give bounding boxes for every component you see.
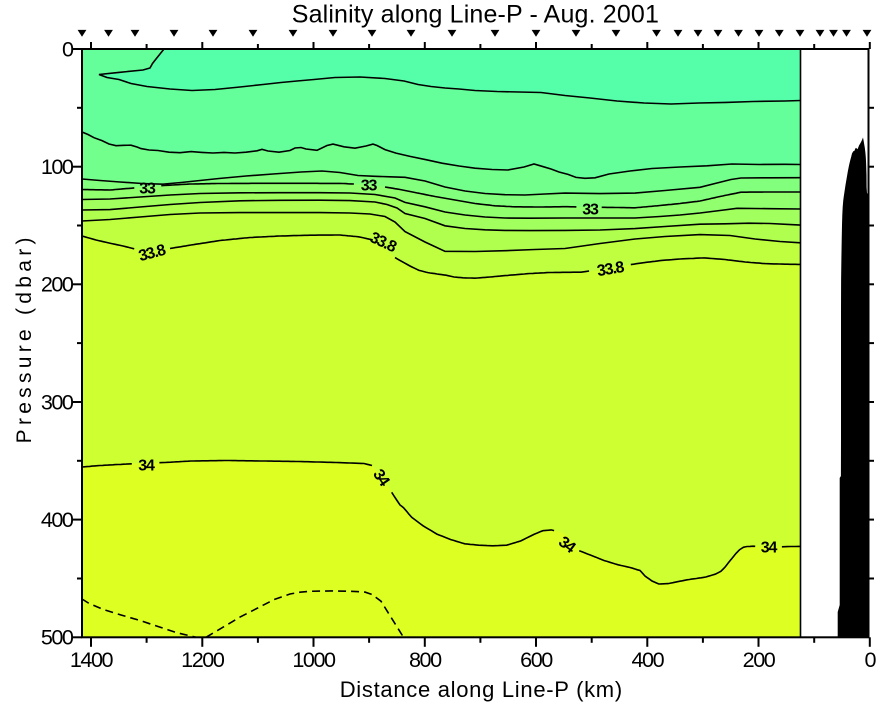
svg-text:1400: 1400 [70, 647, 114, 672]
svg-text:33: 33 [139, 181, 156, 198]
svg-text:1000: 1000 [292, 647, 336, 672]
svg-text:33: 33 [582, 202, 599, 219]
svg-text:0: 0 [865, 647, 877, 672]
svg-text:0: 0 [62, 36, 74, 61]
svg-text:200: 200 [41, 272, 74, 297]
svg-text:200: 200 [743, 647, 776, 672]
svg-text:100: 100 [41, 154, 74, 179]
svg-text:500: 500 [41, 625, 74, 650]
svg-text:34: 34 [138, 458, 155, 475]
svg-text:400: 400 [41, 507, 74, 532]
svg-text:600: 600 [520, 647, 553, 672]
svg-text:33.8: 33.8 [596, 259, 626, 280]
svg-text:33: 33 [361, 178, 378, 195]
svg-text:300: 300 [41, 389, 74, 414]
svg-text:34: 34 [761, 539, 778, 556]
svg-text:Salinity along Line-P - Aug. 2: Salinity along Line-P - Aug. 2001 [292, 0, 659, 28]
svg-text:Pressure (dbar): Pressure (dbar) [13, 233, 36, 443]
svg-text:33.8: 33.8 [137, 242, 168, 266]
svg-text:400: 400 [631, 647, 664, 672]
svg-text:1200: 1200 [181, 647, 225, 672]
svg-text:800: 800 [409, 647, 442, 672]
svg-text:Distance along Line-P (km): Distance along Line-P (km) [340, 677, 623, 702]
